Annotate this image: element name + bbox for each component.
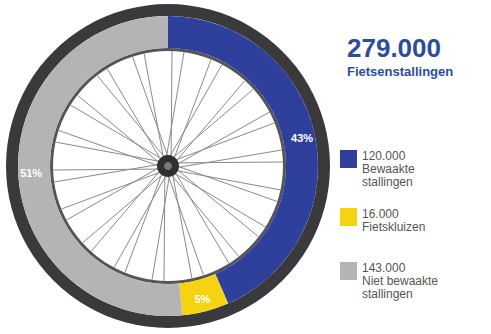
svg-text:51%: 51% (20, 167, 42, 179)
svg-text:16.000: 16.000 (362, 207, 399, 221)
svg-text:Bewaakte: Bewaakte (362, 162, 415, 176)
svg-text:143.000: 143.000 (362, 261, 406, 275)
svg-text:stallingen: stallingen (362, 287, 413, 301)
svg-text:Fietsenstallingen: Fietsenstallingen (347, 64, 453, 79)
svg-text:Niet bewaakte: Niet bewaakte (362, 274, 438, 288)
svg-text:279.000: 279.000 (347, 33, 441, 63)
svg-text:stallingen: stallingen (362, 175, 413, 189)
svg-text:120.000: 120.000 (362, 149, 406, 163)
svg-text:43%: 43% (291, 132, 313, 144)
svg-text:5%: 5% (194, 293, 210, 305)
svg-text:Fietskluizen: Fietskluizen (362, 220, 425, 234)
